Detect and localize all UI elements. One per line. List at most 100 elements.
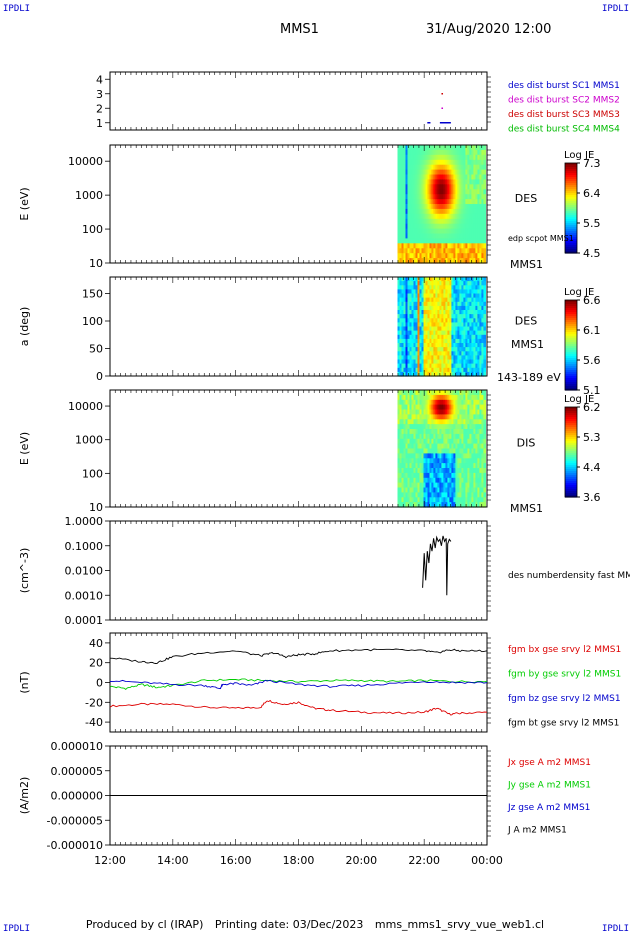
heatmap-cell — [459, 458, 462, 464]
heatmap-cell — [407, 371, 411, 377]
heatmap-cell — [437, 223, 440, 230]
heatmap-cell — [449, 169, 452, 176]
heatmap-cell — [469, 453, 472, 459]
heatmap-cell — [465, 438, 468, 445]
heatmap-cell — [439, 371, 442, 377]
heatmap-cell — [453, 289, 456, 295]
heatmap-cell — [467, 154, 470, 161]
heatmap-cell — [475, 399, 478, 406]
heatmap-cell — [477, 159, 480, 166]
heatmap-cell — [471, 477, 474, 484]
colorbar-cell — [565, 445, 577, 448]
heatmap-cell — [403, 145, 407, 151]
heatmap-cell — [427, 199, 431, 205]
heatmap-cell — [453, 189, 456, 195]
fgm-legend-2: fgm bz gse srvy l2 MMS1 — [508, 694, 621, 704]
heatmap-cell — [427, 424, 431, 430]
heatmap-cell — [475, 318, 478, 323]
heatmap-cell — [411, 390, 415, 396]
heatmap-cell — [423, 184, 427, 190]
heatmap-cell — [415, 468, 419, 474]
heatmap-cell — [431, 326, 434, 332]
heatmap-cell — [445, 355, 448, 361]
heatmap-cell — [473, 468, 476, 474]
heatmap-cell — [477, 204, 480, 210]
heatmap-cell — [457, 355, 460, 361]
heatmap-cell — [431, 179, 434, 185]
heatmap-cell — [439, 318, 442, 323]
heatmap-cell — [419, 293, 423, 299]
heatmap-cell — [463, 310, 466, 315]
heatmap-cell — [433, 477, 436, 484]
heatmap-cell — [457, 305, 460, 311]
heatmap-cell — [449, 233, 452, 239]
heatmap-cell — [415, 343, 419, 348]
heatmap-cell — [467, 164, 470, 171]
heatmap-cell — [411, 199, 415, 205]
heatmap-cell — [447, 169, 450, 176]
heatmap-cell — [463, 322, 466, 328]
heatmap-cell — [477, 492, 480, 498]
heatmap-cell — [451, 502, 454, 508]
heatmap-cell — [469, 174, 472, 180]
colorbar-cell — [565, 388, 577, 391]
heatmap-cell — [429, 429, 433, 435]
heatmap-cell — [437, 477, 440, 484]
heatmap-cell — [453, 297, 456, 303]
heatmap-cell — [403, 472, 407, 479]
heatmap-cell — [435, 154, 438, 161]
heatmap-cell — [463, 468, 466, 474]
heatmap-cell — [471, 310, 474, 315]
heatmap-cell — [471, 443, 474, 450]
heatmap-des_energy — [397, 145, 486, 264]
heatmap-cell — [417, 233, 421, 239]
heatmap-cell — [447, 433, 450, 440]
heatmap-cell — [423, 243, 427, 249]
heatmap-cell — [431, 238, 434, 244]
heatmap-cell — [441, 285, 444, 290]
heatmap-cell — [425, 208, 429, 215]
heatmap-cell — [407, 179, 411, 185]
heatmap-cell — [451, 318, 454, 323]
heatmap-cell — [415, 189, 419, 195]
heatmap-cell — [459, 248, 462, 254]
heatmap-cell — [441, 253, 444, 259]
heatmap-cell — [435, 394, 438, 401]
heatmap-cell — [453, 184, 456, 190]
heatmap-cell — [429, 326, 433, 332]
heatmap-cell — [409, 419, 413, 425]
heatmap-cell — [411, 330, 415, 336]
heatmap-cell — [443, 492, 446, 498]
heatmap-cell — [463, 487, 466, 493]
heatmap-cell — [423, 448, 427, 454]
heatmap-cell — [473, 404, 476, 411]
heatmap-cell — [447, 149, 450, 156]
heatmap-cell — [419, 238, 423, 244]
heatmap-cell — [415, 243, 419, 249]
heatmap-cell — [419, 322, 423, 328]
heatmap-cell — [473, 149, 476, 156]
heatmap-cell — [461, 297, 464, 303]
heatmap-cell — [403, 414, 407, 420]
colorbar-cell — [565, 308, 577, 311]
heatmap-cell — [445, 285, 448, 290]
heatmap-cell — [463, 149, 466, 156]
heatmap-cell — [397, 409, 401, 415]
heatmap-cell — [479, 184, 482, 190]
heatmap-cell — [465, 204, 468, 210]
heatmap-cell — [425, 363, 429, 369]
heatmap-cell — [423, 169, 427, 176]
heatmap-cell — [453, 468, 456, 474]
heatmap-cell — [423, 433, 427, 440]
heatmap-cell — [473, 169, 476, 176]
heatmap-cell — [407, 164, 411, 171]
heatmap-cell — [453, 334, 456, 340]
heatmap-cell — [475, 154, 478, 161]
heatmap-cell — [431, 399, 434, 406]
heatmap-cell — [427, 233, 431, 239]
heatmap-cell — [481, 492, 484, 498]
heatmap-cell — [457, 289, 460, 295]
heatmap-cell — [437, 367, 440, 373]
heatmap-cell — [409, 502, 413, 508]
